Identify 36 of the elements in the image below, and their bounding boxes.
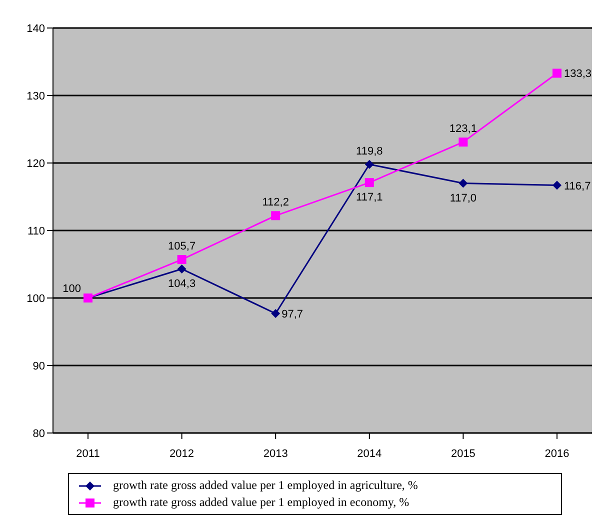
point	[552, 68, 562, 78]
y-tick-label: 120	[26, 158, 45, 170]
y-tick-label: 100	[26, 292, 45, 305]
x-tick-label: 2013	[263, 448, 288, 460]
point	[177, 264, 186, 274]
point	[458, 178, 468, 188]
point	[552, 180, 562, 190]
y-tick-label: 90	[32, 360, 45, 372]
y-tick-label: 130	[26, 90, 45, 102]
data-label: 119,8	[356, 145, 383, 158]
y-tick-label: 80	[32, 428, 45, 440]
point	[364, 160, 374, 169]
legend-label: growth rate gross added value per 1 employed in economy, %	[113, 494, 410, 511]
point	[271, 309, 280, 318]
x-tick-label: 2015	[450, 448, 476, 460]
y-tick-label: 110	[27, 225, 45, 238]
data-label: 104,3	[168, 278, 196, 290]
point	[271, 211, 280, 220]
data-label: 116,7	[564, 180, 591, 192]
data-label: 133,3	[564, 68, 592, 80]
point	[458, 138, 468, 147]
data-label: 117,1	[356, 192, 383, 204]
x-tick-label: 2016	[544, 448, 570, 460]
y-tick-label: 140	[26, 22, 45, 35]
data-label: 100	[62, 283, 81, 295]
legend-label: growth rate gross added value per 1 employed in agriculture, %	[113, 477, 418, 494]
data-label: 105,7	[168, 240, 196, 253]
point	[364, 178, 374, 188]
data-label: 97,7	[282, 308, 304, 321]
x-tick-label: 2014	[357, 448, 382, 460]
data-label: 123,1	[449, 123, 477, 136]
x-tick-label: 2012	[170, 448, 194, 460]
point	[177, 255, 186, 264]
data-label: 112,2	[262, 196, 289, 209]
x-tick-label: 2011	[76, 448, 100, 460]
data-label: 117,0	[450, 192, 477, 204]
